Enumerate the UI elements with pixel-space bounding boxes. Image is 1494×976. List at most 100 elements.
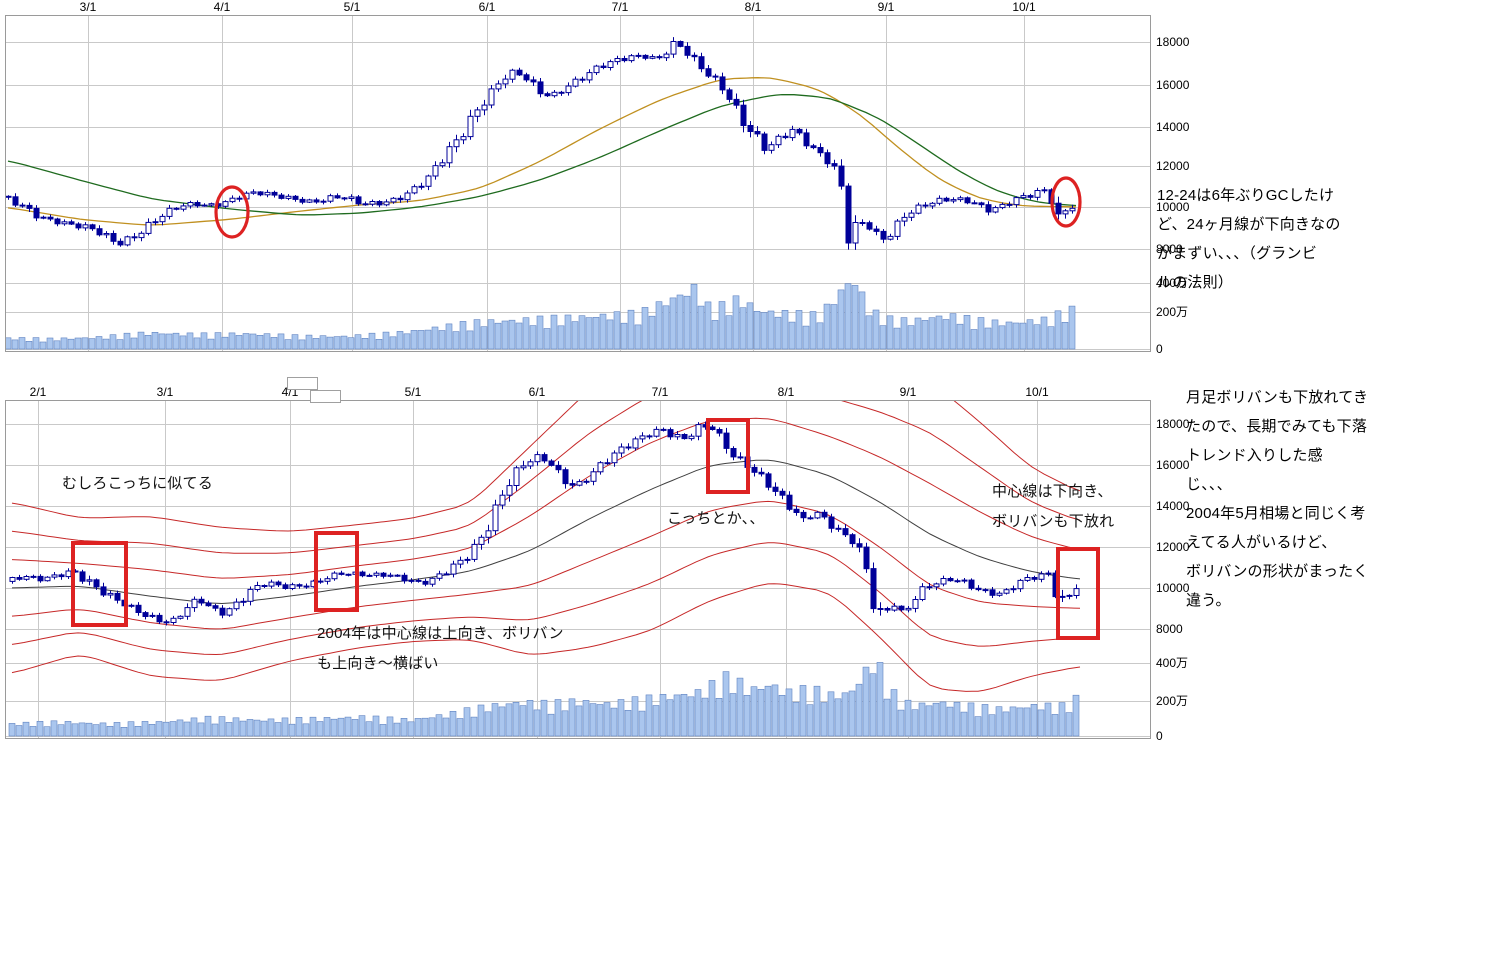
volume-bar (974, 716, 982, 737)
candle-body-up (534, 454, 541, 463)
volume-bar (785, 688, 793, 737)
candle-body-up (929, 202, 936, 207)
candle-body-down (278, 194, 285, 199)
candle-body-down (299, 198, 306, 203)
candle-body-down (401, 574, 408, 582)
candle-body-down (800, 511, 807, 519)
volume-bar (725, 315, 733, 350)
candle-body-up (86, 579, 93, 582)
volume-bar (347, 337, 355, 350)
volume-bar (676, 294, 684, 350)
volume-bar (526, 699, 534, 737)
candle-body-down (37, 575, 44, 582)
candle-body-down (793, 508, 800, 514)
candle-body-down (110, 233, 117, 242)
volume-bar (592, 316, 600, 350)
volume-bar (1044, 702, 1052, 737)
volume-bar (95, 336, 103, 350)
volume-bar (1002, 711, 1010, 737)
volume-bar (771, 684, 779, 737)
volume-bar (743, 694, 751, 737)
volume-bar (183, 721, 191, 737)
candle-body-down (681, 434, 688, 440)
volume-bar (67, 338, 75, 350)
volume-bar (1005, 321, 1013, 350)
candle-body-up (233, 601, 240, 610)
highlight-rect (706, 418, 750, 494)
volume-bar (788, 321, 796, 350)
candle-body-down (600, 65, 607, 68)
volume-bar (99, 722, 107, 737)
volume-bar (267, 718, 275, 737)
volume-bar (655, 301, 663, 350)
volume-bar (102, 338, 110, 350)
candle-body-up (373, 572, 380, 576)
candle-body-up (289, 584, 296, 589)
bollinger-upper-1sigma (11, 417, 1081, 579)
y-axis-volume-label: 0 (1156, 342, 1163, 356)
volume-bar (834, 698, 842, 737)
volume-bar (1065, 712, 1073, 737)
volume-bar (298, 339, 306, 350)
candle-body-down (380, 572, 387, 577)
candle-body-down (849, 534, 856, 545)
candle-body-up (789, 128, 796, 139)
volume-bar (862, 666, 870, 737)
volume-bar (1012, 322, 1020, 350)
candle-body-up (1024, 577, 1031, 581)
volume-bar (18, 337, 26, 350)
candle-body-up (432, 165, 439, 177)
candle-body-up (597, 462, 604, 473)
candle-body-up (138, 232, 145, 239)
candle-body-down (47, 216, 54, 220)
candle-body-down (303, 585, 310, 588)
volume-bar (536, 315, 544, 350)
candle-body-down (415, 579, 422, 582)
candle-body-up (495, 83, 502, 90)
volume-bar (991, 319, 999, 350)
candle-body-down (236, 197, 243, 200)
volume-bar (823, 303, 831, 350)
candle-body-down (537, 81, 544, 95)
volume-bar (946, 706, 954, 737)
volume-bar (617, 699, 625, 737)
candle-body-up (229, 197, 236, 203)
candle-body-down (114, 592, 121, 601)
candle-body-up (51, 574, 58, 578)
plot-border (5, 15, 1151, 352)
volume-bar (732, 295, 740, 350)
volume-bar (158, 333, 166, 350)
x-axis-month-label: 5/1 (405, 385, 422, 399)
volume-bar (781, 309, 789, 350)
candle-body-down (831, 163, 838, 167)
candle-body-down (394, 574, 401, 577)
candle-body-up (572, 78, 579, 87)
volume-bar (897, 709, 905, 737)
candle-body-down (194, 202, 201, 207)
volume-bar (477, 704, 485, 737)
volume-bar (466, 330, 474, 350)
candle-body-down (747, 125, 754, 132)
candle-body-down (964, 197, 971, 204)
volume-bar (74, 337, 82, 350)
candle-body-down (621, 58, 628, 62)
volume-bar (403, 333, 411, 350)
candle-body-down (334, 195, 341, 199)
y-axis-volume-label: 200万 (1156, 694, 1188, 708)
candle-body-down (737, 456, 744, 459)
volume-bar (519, 705, 527, 737)
volume-bar (340, 335, 348, 350)
volume-bar (25, 340, 33, 350)
candle-body-down (198, 598, 205, 604)
volume-bar (683, 295, 691, 350)
volume-bar (1037, 709, 1045, 737)
candle-body-up (936, 197, 943, 204)
candle-body-up (107, 592, 114, 596)
volume-bar (81, 337, 89, 350)
volume-bar (809, 311, 817, 350)
candle-body-up (366, 574, 373, 577)
candle-body-up (177, 615, 184, 619)
volume-bar (351, 719, 359, 737)
candle-body-down (548, 460, 555, 466)
volume-bar (456, 718, 464, 737)
